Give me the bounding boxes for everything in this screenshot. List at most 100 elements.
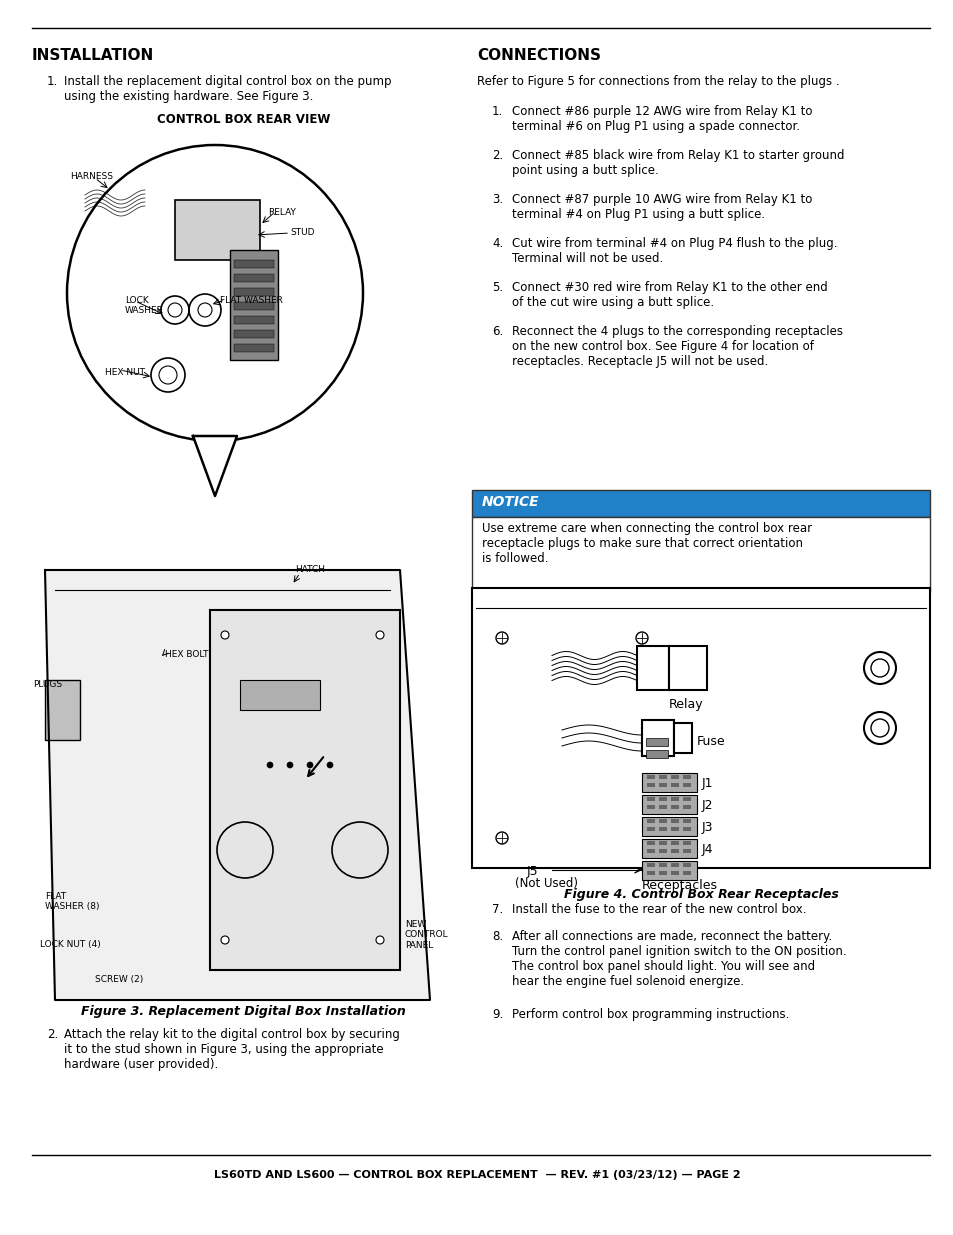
- Circle shape: [375, 631, 384, 638]
- Text: J4: J4: [701, 844, 713, 856]
- Text: 8.: 8.: [492, 930, 502, 944]
- Bar: [682, 776, 690, 779]
- Bar: [646, 819, 655, 823]
- Text: Install the replacement digital control box on the pump
using the existing hardw: Install the replacement digital control …: [64, 75, 391, 103]
- Bar: [645, 750, 667, 758]
- Circle shape: [375, 936, 384, 944]
- Bar: [659, 841, 666, 845]
- Bar: [233, 303, 274, 310]
- Bar: [472, 588, 929, 868]
- Bar: [233, 261, 274, 268]
- Text: 9.: 9.: [492, 1008, 503, 1021]
- Bar: [646, 797, 655, 802]
- Bar: [659, 805, 666, 809]
- Bar: [233, 330, 274, 338]
- Text: Connect #86 purple 12 AWG wire from Relay K1 to
terminal #6 on Plug P1 using a s: Connect #86 purple 12 AWG wire from Rela…: [512, 105, 812, 133]
- Text: J2: J2: [701, 799, 713, 811]
- Bar: [682, 863, 690, 867]
- Bar: [230, 249, 277, 359]
- Bar: [659, 819, 666, 823]
- Text: SCREW (2): SCREW (2): [95, 974, 143, 984]
- Bar: [646, 776, 655, 779]
- Bar: [670, 805, 679, 809]
- Bar: [670, 827, 679, 831]
- Text: Relay: Relay: [668, 698, 702, 711]
- Bar: [646, 783, 655, 787]
- Bar: [174, 200, 260, 261]
- Bar: [210, 610, 399, 969]
- Text: CONNECTIONS: CONNECTIONS: [476, 48, 600, 63]
- Circle shape: [327, 762, 333, 768]
- Bar: [682, 805, 690, 809]
- Text: STUD: STUD: [290, 228, 314, 237]
- Bar: [668, 646, 706, 690]
- Bar: [670, 863, 679, 867]
- Bar: [646, 805, 655, 809]
- Bar: [646, 863, 655, 867]
- Bar: [670, 783, 679, 787]
- Bar: [641, 795, 697, 814]
- Text: (Not Used): (Not Used): [515, 877, 578, 890]
- Text: CONTROL BOX REAR VIEW: CONTROL BOX REAR VIEW: [156, 112, 330, 126]
- Bar: [240, 680, 319, 710]
- Circle shape: [267, 762, 273, 768]
- Text: INSTALLATION: INSTALLATION: [32, 48, 154, 63]
- Text: 3.: 3.: [492, 193, 502, 206]
- Bar: [233, 316, 274, 324]
- Text: Use extreme care when connecting the control box rear
receptacle plugs to make s: Use extreme care when connecting the con…: [481, 522, 811, 564]
- Bar: [646, 827, 655, 831]
- Bar: [682, 871, 690, 876]
- Text: Refer to Figure 5 for connections from the relay to the plugs .: Refer to Figure 5 for connections from t…: [476, 75, 839, 88]
- Circle shape: [307, 762, 313, 768]
- Text: Figure 4. Control Box Rear Receptacles: Figure 4. Control Box Rear Receptacles: [563, 888, 838, 902]
- Text: Connect #87 purple 10 AWG wire from Relay K1 to
terminal #4 on Plug P1 using a b: Connect #87 purple 10 AWG wire from Rela…: [512, 193, 812, 221]
- Text: 4.: 4.: [492, 237, 503, 249]
- Text: Perform control box programming instructions.: Perform control box programming instruct…: [512, 1008, 788, 1021]
- Bar: [682, 827, 690, 831]
- Bar: [472, 517, 929, 592]
- Bar: [646, 871, 655, 876]
- Text: LOCK NUT (4): LOCK NUT (4): [40, 940, 101, 948]
- Text: 7.: 7.: [492, 903, 503, 916]
- Bar: [645, 739, 667, 746]
- Bar: [472, 490, 929, 517]
- Text: Install the fuse to the rear of the new control box.: Install the fuse to the rear of the new …: [512, 903, 805, 916]
- Bar: [659, 797, 666, 802]
- Bar: [659, 783, 666, 787]
- Text: 2.: 2.: [47, 1028, 58, 1041]
- Bar: [673, 722, 691, 753]
- Bar: [641, 818, 697, 836]
- Text: Fuse: Fuse: [697, 735, 725, 748]
- Text: J3: J3: [701, 821, 713, 834]
- Text: HATCH: HATCH: [294, 564, 325, 574]
- Bar: [641, 720, 673, 756]
- Text: 1.: 1.: [492, 105, 503, 119]
- Bar: [682, 848, 690, 853]
- Bar: [670, 797, 679, 802]
- Text: RELAY: RELAY: [268, 207, 295, 217]
- Bar: [233, 288, 274, 296]
- Text: FLAT
WASHER (8): FLAT WASHER (8): [45, 892, 99, 911]
- Text: PLUGS: PLUGS: [33, 680, 62, 689]
- Bar: [682, 783, 690, 787]
- Circle shape: [287, 762, 293, 768]
- Text: HEX NUT: HEX NUT: [105, 368, 145, 377]
- Bar: [659, 827, 666, 831]
- Text: LOCK
WASHER: LOCK WASHER: [125, 296, 164, 315]
- Text: 1.: 1.: [47, 75, 58, 88]
- Text: 2.: 2.: [492, 149, 503, 162]
- Text: Connect #30 red wire from Relay K1 to the other end
of the cut wire using a butt: Connect #30 red wire from Relay K1 to th…: [512, 282, 827, 309]
- Text: J5: J5: [526, 864, 538, 878]
- Bar: [659, 871, 666, 876]
- Text: Reconnect the 4 plugs to the corresponding receptacles
on the new control box. S: Reconnect the 4 plugs to the correspondi…: [512, 325, 842, 368]
- Bar: [637, 646, 668, 690]
- Text: J1: J1: [701, 777, 713, 790]
- Bar: [646, 841, 655, 845]
- Text: Connect #85 black wire from Relay K1 to starter ground
point using a butt splice: Connect #85 black wire from Relay K1 to …: [512, 149, 843, 177]
- Bar: [682, 819, 690, 823]
- Text: LS60TD AND LS600 — CONTROL BOX REPLACEMENT  — REV. #1 (03/23/12) — PAGE 2: LS60TD AND LS600 — CONTROL BOX REPLACEME…: [213, 1170, 740, 1179]
- Polygon shape: [45, 571, 430, 1000]
- Bar: [670, 841, 679, 845]
- Bar: [641, 773, 697, 792]
- Text: 6.: 6.: [492, 325, 503, 338]
